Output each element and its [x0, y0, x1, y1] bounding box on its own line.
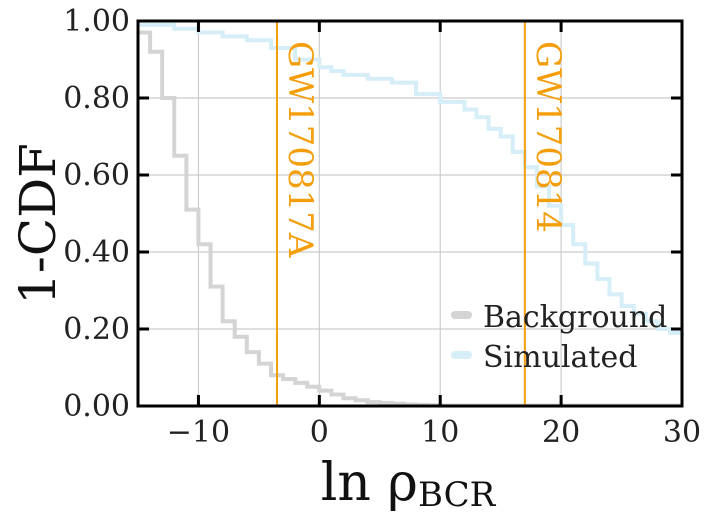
- x-axis-title-main: ln ρ: [321, 453, 418, 513]
- series-group: [138, 22, 684, 408]
- x-tick-label: 20: [542, 415, 580, 450]
- y-tick-label: 0.20: [63, 312, 130, 347]
- x-tick-label: 0: [310, 415, 329, 450]
- marker-label: GW170814: [528, 41, 568, 233]
- x-tick-label: −10: [167, 415, 230, 450]
- legend-label-simulated: Simulated: [483, 340, 637, 375]
- x-tick-label: 30: [663, 415, 701, 450]
- axis-ticks: −10 0 10 20 30 0.00 0.20 0.40 0.60 0.80 1.00: [63, 4, 701, 450]
- plot-frame: [136, 19, 684, 408]
- y-tick-label: 0.00: [63, 389, 130, 424]
- marker-label: GW170817A: [280, 41, 320, 258]
- series-line-simulated: [138, 22, 684, 337]
- legend-label-background: Background: [483, 300, 667, 335]
- y-tick-label: 0.40: [63, 235, 130, 270]
- series-line-background: [138, 30, 682, 408]
- x-axis-title: ln ρBCR: [321, 453, 497, 515]
- vertical-markers: GW170817A GW170814: [276, 21, 568, 406]
- y-axis-title: 1-CDF: [9, 143, 67, 305]
- y-tick-label: 0.80: [63, 81, 130, 116]
- x-axis-title-subscript: BCR: [418, 475, 497, 515]
- legend: Background Simulated: [451, 300, 667, 375]
- x-tick-label: 10: [421, 415, 459, 450]
- y-tick-label: 0.60: [63, 158, 130, 193]
- y-tick-label: 1.00: [63, 4, 130, 39]
